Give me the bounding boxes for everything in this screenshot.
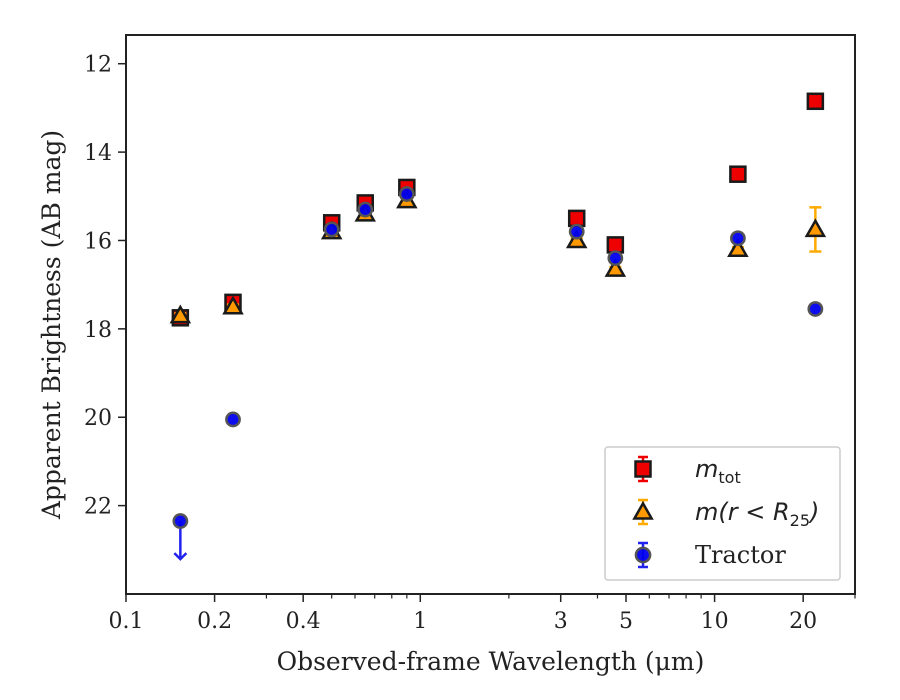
data-point	[606, 236, 625, 254]
legend-label: m(r < R25)	[695, 498, 819, 530]
data-point	[398, 186, 415, 202]
y-tick-label: 16	[84, 229, 112, 254]
x-axis-title: Observed-frame Wavelength (μm)	[277, 647, 705, 676]
legend-label: mtot	[695, 455, 741, 487]
y-tick-label: 14	[84, 141, 112, 166]
data-point	[807, 301, 824, 317]
x-tick-label: 0.2	[197, 609, 232, 634]
x-tick-label: 0.4	[286, 609, 321, 634]
data-point	[727, 238, 749, 258]
legend-marker	[632, 500, 654, 520]
series-circle	[172, 186, 824, 561]
axis-layer: 0.1 0.2 0.4 1 3 5 10 20 12 14 16 18 20 22	[84, 34, 856, 634]
x-tick-label: 3	[554, 609, 568, 634]
y-tick-label: 18	[84, 318, 112, 343]
legend-marker	[634, 546, 652, 564]
data-point	[222, 295, 244, 315]
y-tick-label: 20	[84, 406, 112, 431]
y-axis-title: Apparent Brightness (AB mag)	[37, 130, 66, 520]
data-point	[568, 223, 585, 240]
legend: mtot m(r < R25) Tractor	[604, 446, 841, 581]
series-triangle	[169, 189, 827, 324]
y-tick-label: 12	[84, 53, 112, 78]
y-tick-label: 22	[84, 495, 112, 520]
data-point	[729, 165, 747, 183]
data-point	[729, 230, 746, 247]
data-point	[169, 304, 192, 324]
data-point	[607, 250, 624, 267]
legend-marker	[634, 460, 652, 478]
data-point	[225, 411, 241, 428]
upper-limit-arrowhead	[173, 552, 188, 561]
series-square	[171, 92, 825, 327]
x-tick-label: 10	[701, 609, 729, 634]
plot-layer	[169, 92, 827, 561]
legend-label: Tractor	[695, 541, 786, 569]
data-point	[567, 209, 586, 228]
data-point	[357, 201, 374, 218]
x-tick-label: 1	[413, 609, 427, 634]
plot-frame	[125, 34, 856, 595]
legend-box	[604, 446, 841, 581]
data-point	[804, 218, 827, 238]
data-point	[323, 221, 340, 238]
x-tick-label: 0.1	[109, 609, 144, 634]
data-point	[604, 258, 627, 277]
x-tick-label: 5	[619, 609, 633, 634]
data-point	[172, 513, 189, 529]
data-point	[806, 92, 825, 111]
x-tick-label: 20	[789, 609, 817, 634]
